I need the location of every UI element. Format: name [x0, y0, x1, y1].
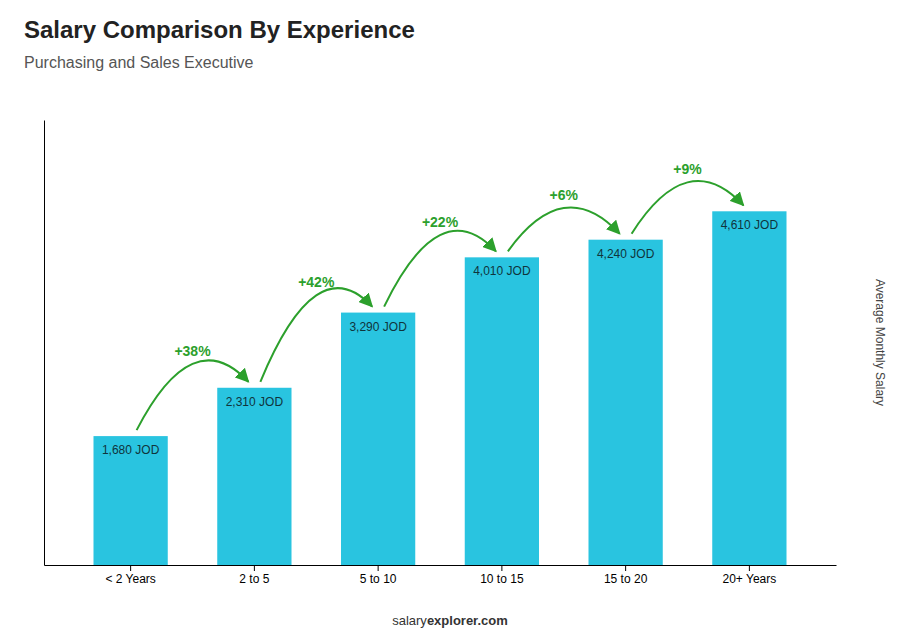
- change-label: +38%: [174, 343, 211, 359]
- bar: [712, 211, 786, 565]
- x-tick: 15 to 20: [604, 565, 648, 586]
- x-tick: 5 to 10: [360, 565, 397, 586]
- footer-part: explorer.com: [427, 613, 508, 628]
- footer: salaryexplorer.com: [392, 613, 508, 628]
- x-tick-label: 5 to 10: [360, 572, 397, 586]
- footer-part: salary: [392, 613, 427, 628]
- change-label: +42%: [298, 274, 335, 290]
- bar: [589, 240, 663, 565]
- x-tick-label: 10 to 15: [480, 572, 524, 586]
- bar: [94, 436, 168, 565]
- data-label: 4,610 JOD: [721, 218, 779, 232]
- bar: [341, 313, 415, 565]
- y-axis-title: Average Monthly Salary: [873, 279, 887, 406]
- data-labels: 1,680 JOD 2,310 JOD 3,290 JOD 4,010 JOD 4,24…: [102, 218, 778, 457]
- x-tick: 20+ Years: [723, 565, 777, 586]
- change-label: +6%: [550, 187, 579, 203]
- bar: [465, 257, 539, 565]
- x-tick-mark: [130, 565, 131, 571]
- x-tick-mark: [254, 565, 255, 571]
- x-tick-label: 15 to 20: [604, 572, 648, 586]
- title: Salary Comparison By Experience: [24, 16, 415, 43]
- data-label: 4,010 JOD: [473, 264, 531, 278]
- x-axis-line: [45, 565, 837, 566]
- y-axis: [44, 121, 45, 566]
- x-tick-label: 20+ Years: [723, 572, 777, 586]
- data-label: 3,290 JOD: [349, 320, 407, 334]
- change-arrow: [508, 208, 620, 252]
- y-axis-line: [44, 121, 45, 566]
- x-tick-label: 2 to 5: [239, 572, 269, 586]
- data-label: 4,240 JOD: [597, 247, 655, 261]
- x-axis: < 2 Years 2 to 5 5 to 10 10 to 15 15 to 20 20…: [45, 565, 837, 586]
- x-tick: 2 to 5: [239, 565, 269, 586]
- chart: Salary Comparison By Experience Purchasin…: [0, 0, 900, 641]
- change-arrow: [137, 360, 249, 430]
- x-tick-mark: [501, 565, 502, 571]
- change-annotations: +38% +42% +22% +6% +9%: [137, 161, 744, 430]
- change-label: +22%: [422, 214, 459, 230]
- x-tick-label: < 2 Years: [105, 572, 155, 586]
- bars: [94, 211, 787, 565]
- change-label: +9%: [673, 161, 702, 177]
- plot: < 2 Years 2 to 5 5 to 10 10 to 15 15 to 20 20…: [45, 121, 837, 586]
- x-tick: 10 to 15: [480, 565, 524, 586]
- subtitle: Purchasing and Sales Executive: [24, 54, 254, 71]
- change-arrow: [384, 231, 496, 307]
- x-tick: < 2 Years: [105, 565, 155, 586]
- x-tick-mark: [749, 565, 750, 571]
- change-arrow: [632, 181, 744, 234]
- change-arrow: [260, 288, 372, 382]
- bar: [217, 388, 291, 565]
- x-tick-mark: [378, 565, 379, 571]
- x-tick-mark: [625, 565, 626, 571]
- data-label: 2,310 JOD: [226, 395, 284, 409]
- data-label: 1,680 JOD: [102, 443, 160, 457]
